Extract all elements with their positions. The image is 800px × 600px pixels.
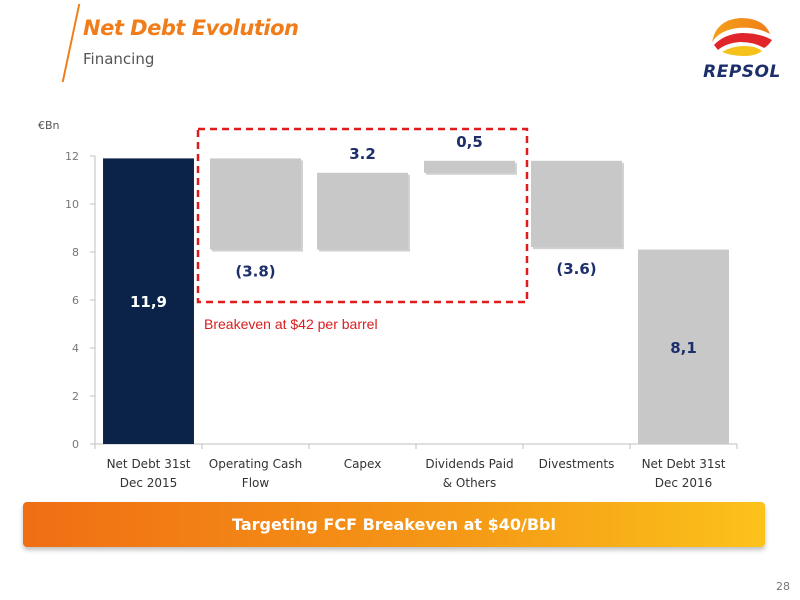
y-tick-label: 2 xyxy=(72,390,79,403)
repsol-sun-icon xyxy=(712,18,772,56)
y-tick-label: 12 xyxy=(65,150,79,163)
data-label: (3.8) xyxy=(235,263,275,281)
y-tick-label: 0 xyxy=(72,438,79,451)
data-label: 3.2 xyxy=(349,145,376,163)
bar-0 xyxy=(103,158,194,444)
fcf-breakeven-banner: Targeting FCF Breakeven at $40/Bbl xyxy=(23,502,765,547)
bar-1 xyxy=(210,158,301,250)
y-tick-label: 4 xyxy=(72,342,79,355)
y-tick-label: 8 xyxy=(72,246,79,259)
y-axis-unit: €Bn xyxy=(38,119,60,132)
x-category-label: Dividends Paid xyxy=(425,457,513,471)
y-tick-label: 10 xyxy=(65,198,79,211)
x-category-label: Net Debt 31st xyxy=(107,457,191,471)
data-label: (3.6) xyxy=(556,260,596,278)
repsol-logo-text: REPSOL xyxy=(703,62,781,82)
x-category-label: Operating Cash xyxy=(209,457,302,471)
banner-text: Targeting FCF Breakeven at $40/Bbl xyxy=(232,515,556,534)
data-label: 11,9 xyxy=(130,293,167,311)
x-category-label: Capex xyxy=(344,457,382,471)
waterfall-chart: 0 2 4 6 8 10 12 11,9 (3.8) 3.2 0,5 (3.6) 8,1 Net Debt… xyxy=(65,127,738,490)
data-label: 8,1 xyxy=(670,339,697,357)
x-category-label: Flow xyxy=(242,476,270,490)
bar-4 xyxy=(531,160,622,248)
x-category-label: Dec 2016 xyxy=(655,476,713,490)
page-number: 28 xyxy=(776,580,790,593)
page-subtitle: Financing xyxy=(83,50,155,68)
x-category-label: Divestments xyxy=(539,457,615,471)
bar-3 xyxy=(424,160,515,173)
page-title: Net Debt Evolution xyxy=(83,16,299,40)
breakeven-annotation: Breakeven at $42 per barrel xyxy=(204,316,378,332)
bar-5 xyxy=(638,249,729,444)
repsol-logo: REPSOL xyxy=(700,12,784,90)
y-tick-label: 6 xyxy=(72,294,79,307)
x-category-label: & Others xyxy=(443,476,497,490)
x-category-label: Net Debt 31st xyxy=(642,457,726,471)
x-category-label: Dec 2015 xyxy=(120,476,178,490)
breakeven-highlight-box xyxy=(196,127,529,304)
data-label: 0,5 xyxy=(456,133,483,151)
bar-2 xyxy=(317,172,408,250)
